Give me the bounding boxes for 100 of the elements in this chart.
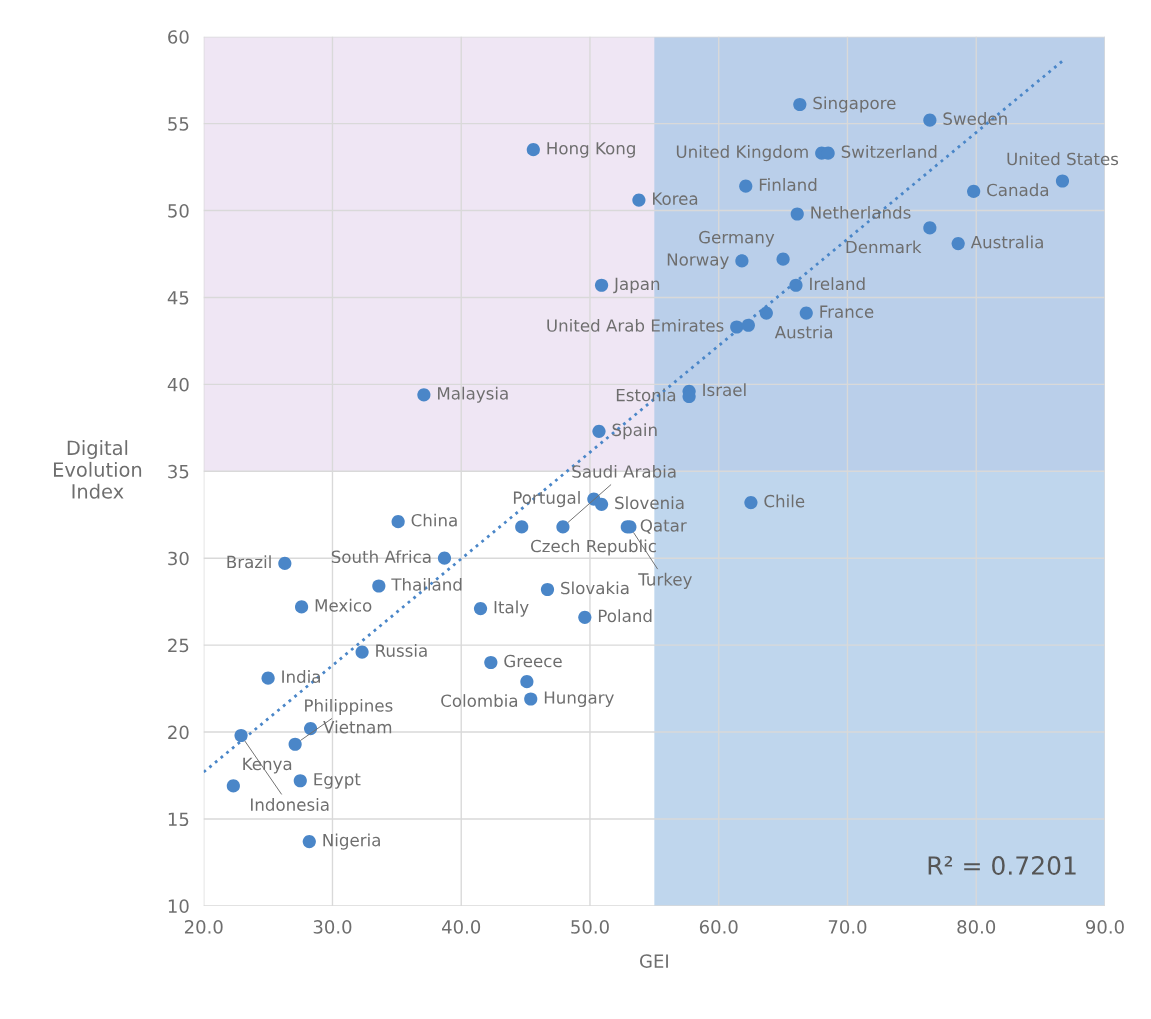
y-tick-label: 25 bbox=[168, 638, 189, 653]
annotation: R² = 0.7201 bbox=[928, 856, 1076, 875]
point bbox=[739, 179, 753, 193]
point bbox=[234, 728, 248, 743]
y-tick-label: 55 bbox=[168, 117, 189, 131]
x-tick-label: 50.0 bbox=[571, 920, 609, 934]
point bbox=[967, 184, 981, 198]
annotation: Egypt bbox=[314, 773, 361, 789]
point bbox=[632, 193, 646, 207]
x-tick-label: 30.0 bbox=[313, 920, 352, 934]
point bbox=[417, 388, 431, 402]
point bbox=[437, 551, 452, 565]
annotation: Turkey bbox=[638, 572, 692, 589]
y-tick-label: 50 bbox=[168, 203, 189, 218]
point bbox=[594, 278, 609, 292]
point bbox=[923, 221, 937, 235]
annotation: Philippines bbox=[305, 698, 393, 716]
point bbox=[294, 600, 309, 614]
point bbox=[592, 424, 606, 438]
x-tick-label: 40.0 bbox=[442, 920, 481, 934]
point bbox=[355, 645, 369, 659]
annotation: United Arab Emirates bbox=[547, 318, 724, 332]
point bbox=[524, 692, 538, 706]
point bbox=[594, 497, 609, 511]
point bbox=[540, 582, 555, 597]
annotation: Korea bbox=[653, 192, 698, 205]
annotation: Colombia bbox=[441, 694, 518, 708]
point bbox=[293, 774, 307, 788]
annotation: South Africa bbox=[331, 550, 431, 564]
point bbox=[520, 675, 534, 689]
annotation: Slovakia bbox=[561, 581, 629, 595]
annotation: Austria bbox=[774, 325, 833, 339]
annotation: Germany bbox=[699, 230, 775, 247]
annotation: Italy bbox=[494, 600, 529, 617]
point bbox=[759, 306, 773, 320]
annotation: Qatar bbox=[640, 519, 687, 534]
annotation: Brazil bbox=[227, 555, 271, 569]
x-tick-label: 60.0 bbox=[699, 920, 738, 934]
point bbox=[776, 252, 790, 266]
annotation: Mexico bbox=[315, 598, 372, 612]
point bbox=[923, 113, 937, 127]
point bbox=[473, 602, 488, 616]
y-tick-label: 40 bbox=[167, 377, 189, 392]
annotation: Portugal bbox=[513, 491, 580, 508]
point bbox=[391, 515, 405, 529]
annotation: United Kingdom bbox=[676, 145, 808, 162]
point bbox=[793, 97, 807, 112]
point bbox=[556, 520, 570, 534]
annotation: Poland bbox=[598, 609, 652, 623]
annotation: Canada bbox=[987, 183, 1049, 197]
annotation: Australia bbox=[970, 235, 1043, 249]
annotation: China bbox=[411, 513, 457, 527]
annotation: Chile bbox=[764, 494, 805, 508]
point bbox=[226, 779, 240, 793]
annotation: Netherlands bbox=[811, 205, 911, 219]
annotation: Slovenia bbox=[615, 496, 684, 510]
y-tick-label: 20 bbox=[168, 725, 189, 740]
point bbox=[789, 278, 803, 292]
point bbox=[302, 834, 316, 849]
annotation: Indonesia bbox=[251, 798, 329, 811]
y-tick-label: 45 bbox=[167, 291, 189, 305]
point bbox=[578, 610, 592, 624]
y-tick-label: 15 bbox=[168, 812, 189, 827]
annotation: Spain bbox=[612, 423, 657, 440]
annotation: Japan bbox=[613, 277, 660, 294]
y-tick-label: 60 bbox=[168, 30, 189, 44]
y-axis-title: Digital Evolution Index bbox=[53, 440, 142, 499]
annotation: Sweden bbox=[943, 112, 1007, 125]
point bbox=[790, 207, 804, 221]
annotation: Hong Kong bbox=[547, 142, 635, 158]
x-tick-label: 20.0 bbox=[184, 920, 223, 934]
annotation: Greece bbox=[504, 654, 562, 668]
annotation: Denmark bbox=[846, 240, 922, 254]
annotation: Russia bbox=[376, 644, 427, 657]
annotation: Hungary bbox=[544, 691, 614, 708]
annotation: Norway bbox=[667, 253, 729, 269]
annotation: Israel bbox=[703, 383, 746, 397]
annotation: Czech Republic bbox=[531, 539, 656, 556]
x-tick-label: 80.0 bbox=[957, 920, 996, 934]
point bbox=[372, 579, 386, 593]
point bbox=[261, 671, 275, 685]
annotation: Saudi Arabia bbox=[572, 464, 676, 478]
point bbox=[951, 236, 965, 251]
point bbox=[735, 254, 749, 268]
annotation: Ireland bbox=[810, 277, 865, 291]
point bbox=[744, 495, 758, 510]
annotation: Kenya bbox=[243, 757, 292, 774]
annotation: Singapore bbox=[813, 96, 896, 113]
annotation: Vietnam bbox=[323, 720, 392, 734]
y-tick-label: 10 bbox=[168, 899, 189, 914]
annotation: India bbox=[282, 670, 320, 683]
annotation: France bbox=[820, 305, 874, 318]
x-axis-title: GEI bbox=[639, 954, 668, 968]
point bbox=[278, 556, 292, 571]
annotation: Switzerland bbox=[841, 145, 937, 158]
annotation: Finland bbox=[759, 178, 817, 192]
point bbox=[515, 520, 529, 534]
point bbox=[526, 143, 540, 157]
point bbox=[1055, 174, 1070, 188]
point bbox=[288, 737, 302, 751]
